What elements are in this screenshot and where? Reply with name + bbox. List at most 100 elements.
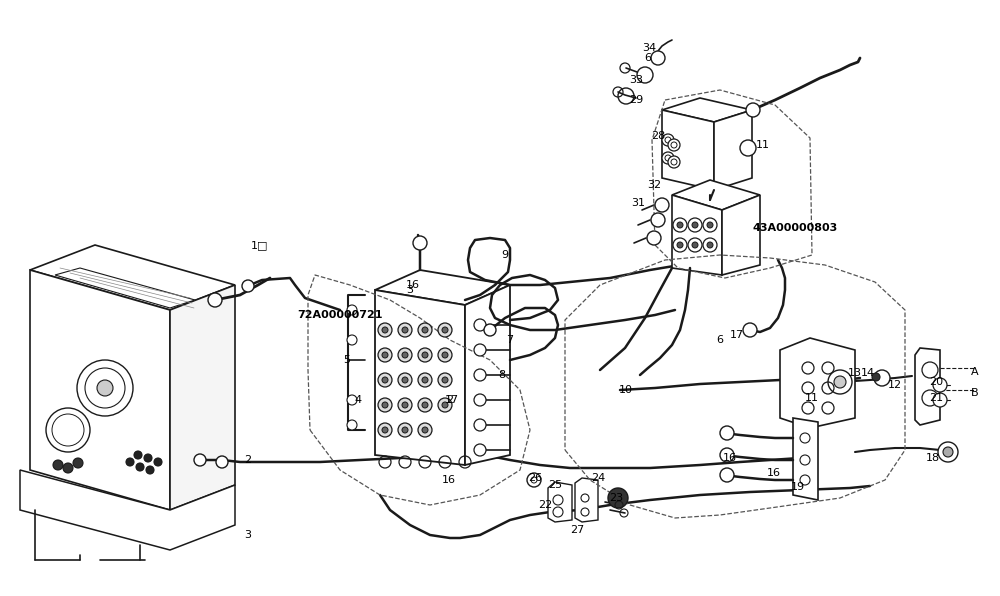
Text: 9: 9 [501, 250, 509, 260]
Circle shape [438, 373, 452, 387]
Text: 43A00000803: 43A00000803 [752, 223, 838, 233]
Circle shape [413, 236, 427, 250]
Circle shape [673, 218, 687, 232]
Text: 12: 12 [888, 380, 902, 390]
Circle shape [442, 402, 448, 408]
Circle shape [382, 402, 388, 408]
Circle shape [418, 423, 432, 437]
Polygon shape [30, 270, 170, 510]
Bar [60, 355, 150, 390]
Circle shape [740, 140, 756, 156]
Circle shape [422, 352, 428, 358]
Circle shape [943, 447, 953, 457]
Text: 17: 17 [730, 330, 744, 340]
Circle shape [933, 393, 947, 407]
Circle shape [673, 238, 687, 252]
Text: A: A [971, 367, 979, 377]
Polygon shape [30, 245, 235, 310]
Polygon shape [375, 270, 510, 305]
Text: 8: 8 [498, 370, 506, 380]
Text: 34: 34 [642, 43, 656, 53]
Circle shape [402, 327, 408, 333]
Circle shape [692, 242, 698, 248]
Circle shape [53, 460, 63, 470]
Circle shape [422, 327, 428, 333]
Polygon shape [20, 470, 235, 550]
Circle shape [242, 280, 254, 292]
Text: 26: 26 [528, 473, 542, 483]
Circle shape [668, 139, 680, 151]
Circle shape [668, 156, 680, 168]
Text: 21: 21 [929, 393, 943, 403]
Text: 4: 4 [354, 395, 362, 405]
Text: 11: 11 [756, 140, 770, 150]
Text: 1□: 1□ [251, 240, 269, 250]
Circle shape [378, 323, 392, 337]
Text: 3: 3 [406, 285, 414, 295]
Circle shape [688, 238, 702, 252]
Circle shape [474, 419, 486, 431]
Circle shape [194, 454, 206, 466]
Text: 16: 16 [767, 468, 781, 478]
Polygon shape [575, 478, 598, 522]
Polygon shape [915, 348, 940, 425]
Circle shape [63, 463, 73, 473]
Circle shape [418, 348, 432, 362]
Circle shape [438, 323, 452, 337]
Circle shape [655, 198, 669, 212]
Circle shape [382, 327, 388, 333]
Circle shape [746, 103, 760, 117]
Circle shape [834, 376, 846, 388]
Circle shape [442, 327, 448, 333]
Circle shape [872, 373, 880, 381]
Circle shape [707, 242, 713, 248]
Text: 2: 2 [446, 395, 454, 405]
Circle shape [662, 134, 674, 146]
Text: 25: 25 [548, 480, 562, 490]
Circle shape [382, 352, 388, 358]
Polygon shape [465, 285, 510, 465]
Polygon shape [55, 268, 195, 308]
Circle shape [688, 218, 702, 232]
Circle shape [216, 456, 228, 468]
Circle shape [874, 370, 890, 386]
Text: 22: 22 [538, 500, 552, 510]
Circle shape [692, 222, 698, 228]
Text: 23: 23 [609, 493, 623, 503]
Polygon shape [714, 110, 752, 190]
Text: 13: 13 [848, 368, 862, 378]
Circle shape [347, 335, 357, 345]
Circle shape [402, 402, 408, 408]
Text: 10: 10 [619, 385, 633, 395]
Circle shape [442, 352, 448, 358]
Circle shape [382, 427, 388, 433]
Circle shape [398, 398, 412, 412]
Polygon shape [170, 285, 235, 510]
Circle shape [474, 344, 486, 356]
Text: 24: 24 [591, 473, 605, 483]
Circle shape [378, 348, 392, 362]
Text: 11: 11 [805, 393, 819, 403]
Circle shape [398, 323, 412, 337]
Circle shape [677, 242, 683, 248]
Bar [60, 320, 150, 350]
Text: 17: 17 [445, 395, 459, 405]
Circle shape [442, 377, 448, 383]
Circle shape [378, 423, 392, 437]
Circle shape [378, 398, 392, 412]
Text: 33: 33 [629, 75, 643, 85]
Circle shape [382, 377, 388, 383]
Text: 31: 31 [631, 198, 645, 208]
Circle shape [422, 402, 428, 408]
Circle shape [651, 213, 665, 227]
Circle shape [208, 293, 222, 307]
Circle shape [474, 369, 486, 381]
Polygon shape [780, 338, 855, 428]
Polygon shape [662, 98, 752, 122]
Circle shape [418, 323, 432, 337]
Text: 14: 14 [861, 368, 875, 378]
Circle shape [474, 319, 486, 331]
Circle shape [662, 152, 674, 164]
Circle shape [677, 222, 683, 228]
Circle shape [933, 378, 947, 392]
